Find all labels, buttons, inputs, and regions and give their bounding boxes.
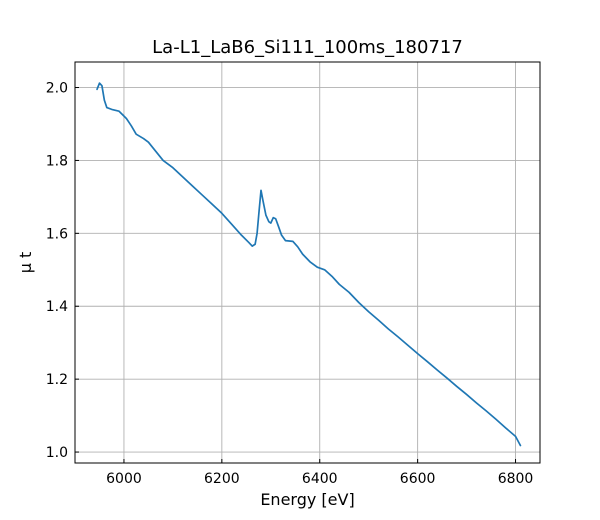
y-tick-label: 1.4	[46, 299, 68, 315]
y-tick-label: 1.0	[46, 445, 68, 461]
y-tick-label: 1.2	[46, 372, 68, 388]
series-line-1	[96, 82, 522, 447]
chart-title: La-L1_LaB6_Si111_100ms_180717	[152, 37, 463, 58]
y-tick-label: 1.6	[46, 226, 68, 242]
x-tick-label: 6200	[204, 471, 240, 487]
gridlines	[75, 62, 540, 463]
y-tick-label: 2.0	[46, 81, 68, 97]
plot-area	[75, 62, 540, 463]
x-tick-label: 6800	[498, 471, 534, 487]
y-axis-label: μ t	[16, 252, 35, 274]
x-tick-label: 6400	[302, 471, 338, 487]
tick-marks	[75, 87, 517, 463]
plot-frame	[74, 61, 541, 464]
x-tick-label: 6600	[400, 471, 436, 487]
x-tick-label: 6000	[106, 471, 142, 487]
x-axis-label: Energy [eV]	[260, 490, 354, 509]
series-layer	[96, 82, 522, 447]
y-tick-label: 1.8	[46, 153, 68, 169]
tick-labels: 6000 6200 6400 6600 6800 1.0 1.2 1.4 1.6 1.8 2.0	[46, 81, 534, 487]
